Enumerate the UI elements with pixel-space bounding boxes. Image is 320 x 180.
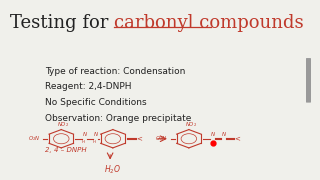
Text: $N$: $N$	[93, 130, 99, 138]
Text: $N$: $N$	[221, 130, 227, 138]
Text: carbonyl compounds: carbonyl compounds	[114, 14, 304, 32]
Text: H: H	[93, 140, 96, 144]
Text: $N$: $N$	[210, 130, 216, 138]
Text: No Specific Conditions: No Specific Conditions	[45, 98, 147, 107]
Text: Reagent: 2,4-DNPH: Reagent: 2,4-DNPH	[45, 82, 132, 91]
Text: $NO_2$: $NO_2$	[57, 120, 69, 129]
Text: $NO_2$: $NO_2$	[185, 120, 197, 129]
Text: Observation: Orange precipitate: Observation: Orange precipitate	[45, 114, 191, 123]
Text: <: <	[235, 136, 240, 142]
Text: H: H	[82, 140, 85, 144]
Text: 2, 4 – DNPH: 2, 4 – DNPH	[45, 147, 87, 153]
Text: $N$: $N$	[83, 130, 88, 138]
Text: <: <	[136, 136, 142, 142]
Text: $O_2N$: $O_2N$	[28, 134, 40, 143]
FancyBboxPatch shape	[306, 58, 311, 103]
Text: Type of reaction: Condensation: Type of reaction: Condensation	[45, 67, 185, 76]
Text: $O_2N$: $O_2N$	[155, 134, 168, 143]
Text: $H_2O$: $H_2O$	[104, 163, 121, 176]
Text: Testing for: Testing for	[10, 14, 114, 32]
